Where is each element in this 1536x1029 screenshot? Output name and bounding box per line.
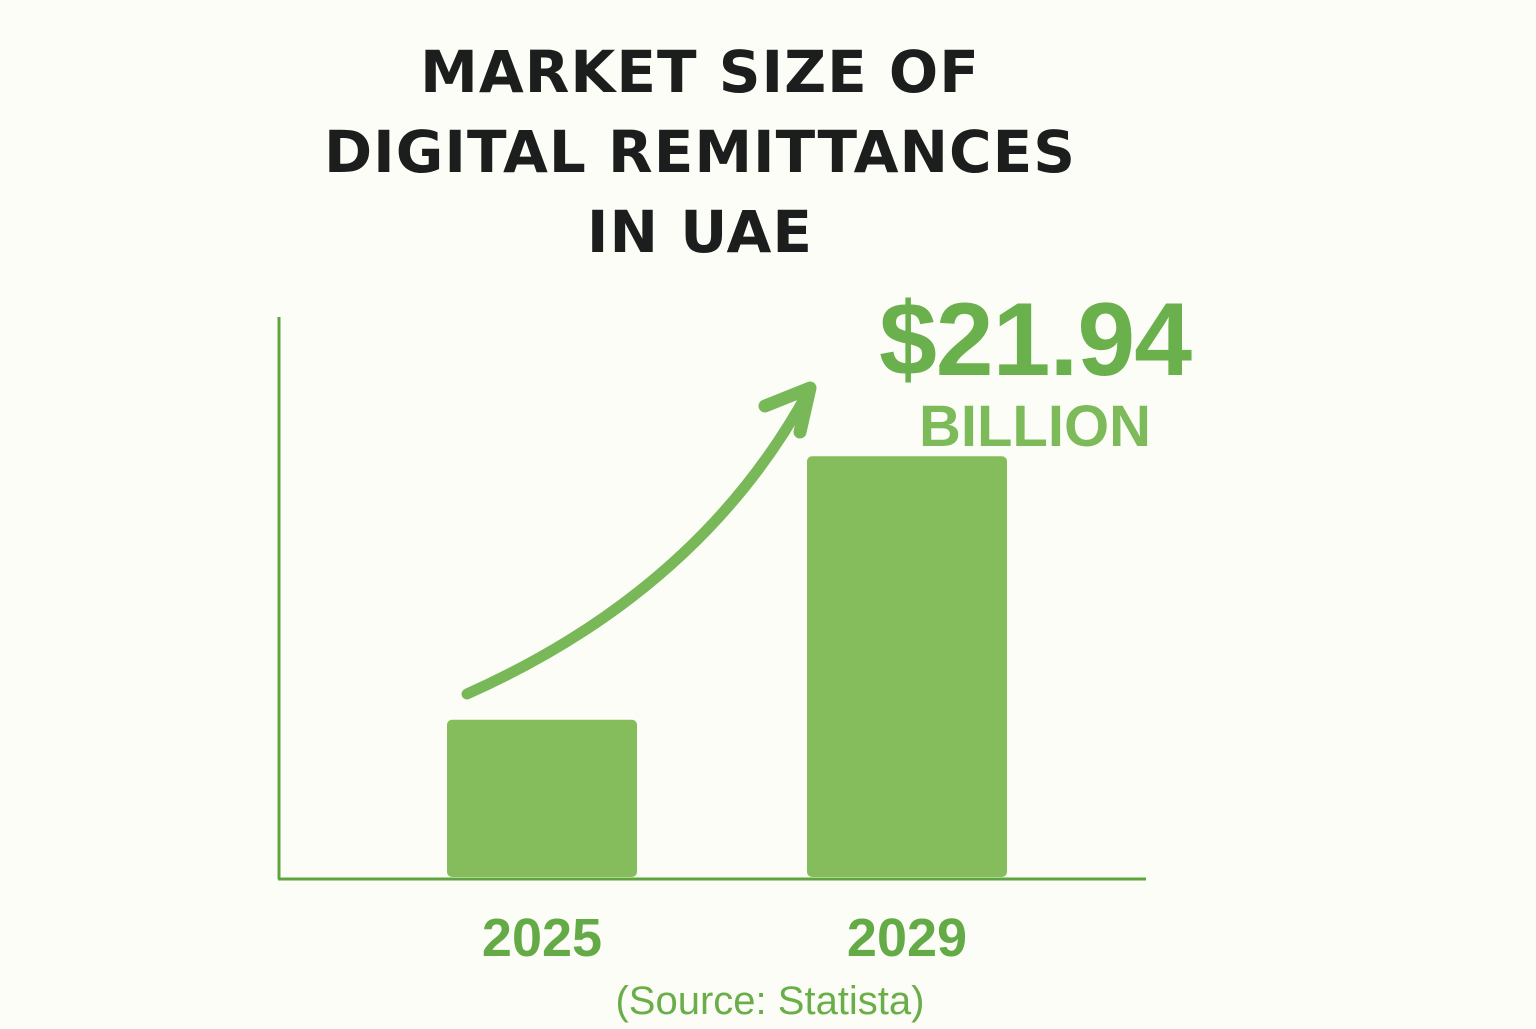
trend-arrow bbox=[461, 381, 817, 700]
callout-amount: $21.94 bbox=[878, 282, 1192, 398]
title-line-2: DIGITAL REMITTANCES bbox=[324, 118, 1076, 186]
bars-group bbox=[447, 456, 1007, 877]
title-line-1: MARKET SIZE OF bbox=[420, 38, 980, 106]
trend-arrow-curve bbox=[461, 386, 814, 700]
trend-arrow-head bbox=[758, 381, 817, 439]
bar-2029 bbox=[807, 456, 1007, 877]
x-tick-label-2025: 2025 bbox=[482, 908, 602, 968]
source-note: (Source: Statista) bbox=[615, 979, 925, 1023]
x-tick-label-2029: 2029 bbox=[847, 908, 967, 968]
bar-2025 bbox=[447, 719, 637, 877]
callout-unit: BILLION bbox=[919, 394, 1151, 459]
title-line-3: IN UAE bbox=[586, 198, 814, 266]
value-callout: $21.94 BILLION bbox=[820, 284, 1250, 458]
x-tick-labels: 2025 2029 bbox=[482, 908, 967, 968]
chart-title: MARKET SIZE OF DIGITAL REMITTANCES IN UA… bbox=[240, 32, 1160, 272]
